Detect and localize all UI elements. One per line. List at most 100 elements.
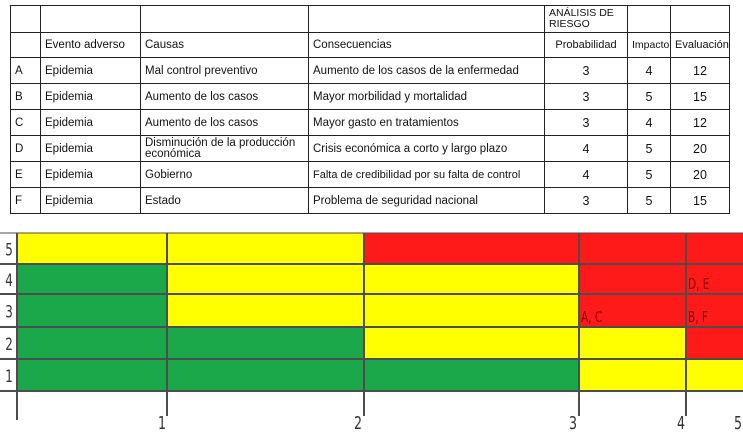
x-axis-label: 4 — [677, 413, 685, 434]
row-evento: Epidemia — [40, 161, 141, 188]
row-causa: Aumento de los casos — [140, 83, 309, 110]
row-causa: Mal control preventivo — [140, 57, 309, 84]
row-probabilidad: 4 — [544, 135, 628, 162]
risk-analysis-table: ANÁLISIS DE RIESGO Evento adverso Causas… — [10, 5, 730, 214]
matrix-cell-green — [167, 327, 364, 359]
matrix-cell-yellow — [579, 327, 686, 359]
matrix-cell-green — [17, 327, 167, 359]
matrix-cell-red — [364, 233, 579, 264]
x-axis-label: 1 — [158, 413, 166, 434]
row-impacto: 5 — [627, 135, 671, 162]
row-causa: Aumento de los casos — [140, 109, 309, 136]
matrix-cell-red — [686, 233, 743, 264]
row-probabilidad: 4 — [544, 161, 628, 188]
header-evaluacion: Evaluación — [670, 32, 730, 58]
y-axis-label: 3 — [5, 302, 13, 322]
y-axis-label: 1 — [5, 367, 13, 387]
risk-heat-matrix: 5 4 3 2 1 1 2 3 4 5 D, E A, C B, F — [0, 232, 743, 434]
row-id: E — [10, 161, 41, 188]
row-consecuencia: Mayor morbilidad y mortalidad — [308, 83, 545, 110]
row-impacto: 4 — [627, 57, 671, 84]
matrix-cell-yellow — [167, 294, 364, 327]
row-impacto: 4 — [627, 109, 671, 136]
matrix-cell-red — [579, 233, 686, 264]
blank-cell — [140, 5, 309, 33]
row-evaluacion: 15 — [670, 187, 730, 214]
row-id: D — [10, 135, 41, 162]
header-impacto: Impacto — [627, 32, 671, 58]
row-probabilidad: 3 — [544, 83, 628, 110]
row-evento: Epidemia — [40, 187, 141, 214]
row-id: C — [10, 109, 41, 136]
row-id: A — [10, 57, 41, 84]
row-evaluacion: 15 — [670, 83, 730, 110]
row-consecuencia: Falta de credibilidad por su falta de co… — [308, 161, 545, 188]
x-axis-label: 3 — [569, 413, 577, 434]
table-row: A Epidemia Mal control preventivo Aument… — [10, 57, 730, 84]
row-consecuencia: Problema de seguridad nacional — [308, 187, 545, 214]
row-evento: Epidemia — [40, 57, 141, 84]
blank-cell — [670, 5, 730, 33]
matrix-cell-green — [17, 359, 167, 391]
row-id: F — [10, 187, 41, 214]
table-row: C Epidemia Aumento de los casos Mayor ga… — [10, 109, 730, 136]
y-axis-label: 5 — [5, 240, 13, 260]
row-probabilidad: 3 — [544, 57, 628, 84]
matrix-cell-green — [167, 359, 364, 391]
blank-cell — [10, 5, 41, 33]
matrix-cell-yellow — [686, 359, 743, 391]
row-causa: Disminución de la producción económica — [140, 135, 309, 162]
table-row: D Epidemia Disminución de la producción … — [10, 135, 730, 162]
header-id — [10, 32, 41, 58]
risk-marker-label: B, F — [688, 309, 708, 326]
row-evento: Epidemia — [40, 135, 141, 162]
matrix-cell-yellow — [17, 233, 167, 264]
analysis-group-header: ANÁLISIS DE RIESGO — [544, 5, 628, 33]
blank-cell — [308, 5, 545, 33]
row-evaluacion: 20 — [670, 135, 730, 162]
header-consecuencias: Consecuencias — [308, 32, 545, 58]
row-probabilidad: 3 — [544, 109, 628, 136]
row-consecuencia: Aumento de los casos de la enfermedad — [308, 57, 545, 84]
x-axis-label: 2 — [354, 413, 362, 434]
matrix-cell-yellow — [364, 294, 579, 327]
table-row: F Epidemia Estado Problema de seguridad … — [10, 187, 730, 214]
row-causa: Gobierno — [140, 161, 309, 188]
row-impacto: 5 — [627, 187, 671, 214]
matrix-cell-red — [686, 327, 743, 359]
y-axis-label: 4 — [5, 271, 13, 291]
table-row: B Epidemia Aumento de los casos Mayor mo… — [10, 83, 730, 110]
matrix-cell-yellow — [167, 233, 364, 264]
matrix-cell-red — [686, 264, 743, 294]
risk-marker-label: D, E — [688, 276, 709, 293]
matrix-cell-yellow — [364, 264, 579, 294]
matrix-cell-green — [17, 264, 167, 294]
matrix-cell-red — [579, 264, 686, 294]
matrix-cell-red — [686, 294, 743, 327]
row-impacto: 5 — [627, 83, 671, 110]
row-evaluacion: 20 — [670, 161, 730, 188]
row-evento: Epidemia — [40, 83, 141, 110]
blank-cell — [40, 5, 141, 33]
matrix-cell-green — [17, 294, 167, 327]
matrix-cell-green — [364, 359, 579, 391]
row-id: B — [10, 83, 41, 110]
matrix-cell-yellow — [167, 264, 364, 294]
row-impacto: 5 — [627, 161, 671, 188]
row-causa: Estado — [140, 187, 309, 214]
matrix-cell-yellow — [364, 327, 579, 359]
blank-cell — [627, 5, 671, 33]
table-row: E Epidemia Gobierno Falta de credibilida… — [10, 161, 730, 188]
row-evaluacion: 12 — [670, 57, 730, 84]
matrix-cell-yellow — [579, 359, 686, 391]
risk-marker-label: A, C — [581, 309, 602, 326]
x-axis-label: 5 — [734, 413, 742, 434]
row-evento: Epidemia — [40, 109, 141, 136]
header-evento: Evento adverso — [40, 32, 141, 58]
y-axis-label: 2 — [5, 335, 13, 355]
row-consecuencia: Crisis económica a corto y largo plazo — [308, 135, 545, 162]
row-probabilidad: 3 — [544, 187, 628, 214]
row-evaluacion: 12 — [670, 109, 730, 136]
header-probabilidad: Probabilidad — [544, 32, 628, 58]
matrix-cell-red — [579, 294, 686, 327]
